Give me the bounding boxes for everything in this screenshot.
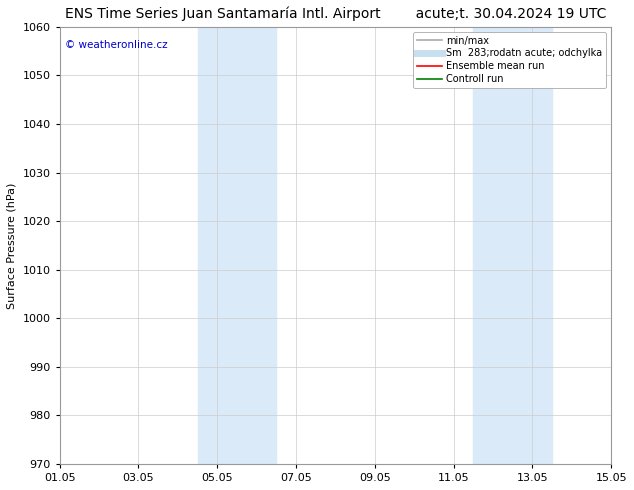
Legend: min/max, Sm  283;rodatn acute; odchylka, Ensemble mean run, Controll run: min/max, Sm 283;rodatn acute; odchylka, … (413, 32, 606, 88)
Y-axis label: Surface Pressure (hPa): Surface Pressure (hPa) (7, 182, 17, 309)
Bar (198, 27, 276, 464)
Bar (474, 27, 552, 464)
Text: © weatheronline.cz: © weatheronline.cz (65, 40, 168, 50)
Title: ENS Time Series Juan Santamaría Intl. Airport        acute;t. 30.04.2024 19 UTC: ENS Time Series Juan Santamaría Intl. Ai… (65, 7, 606, 22)
